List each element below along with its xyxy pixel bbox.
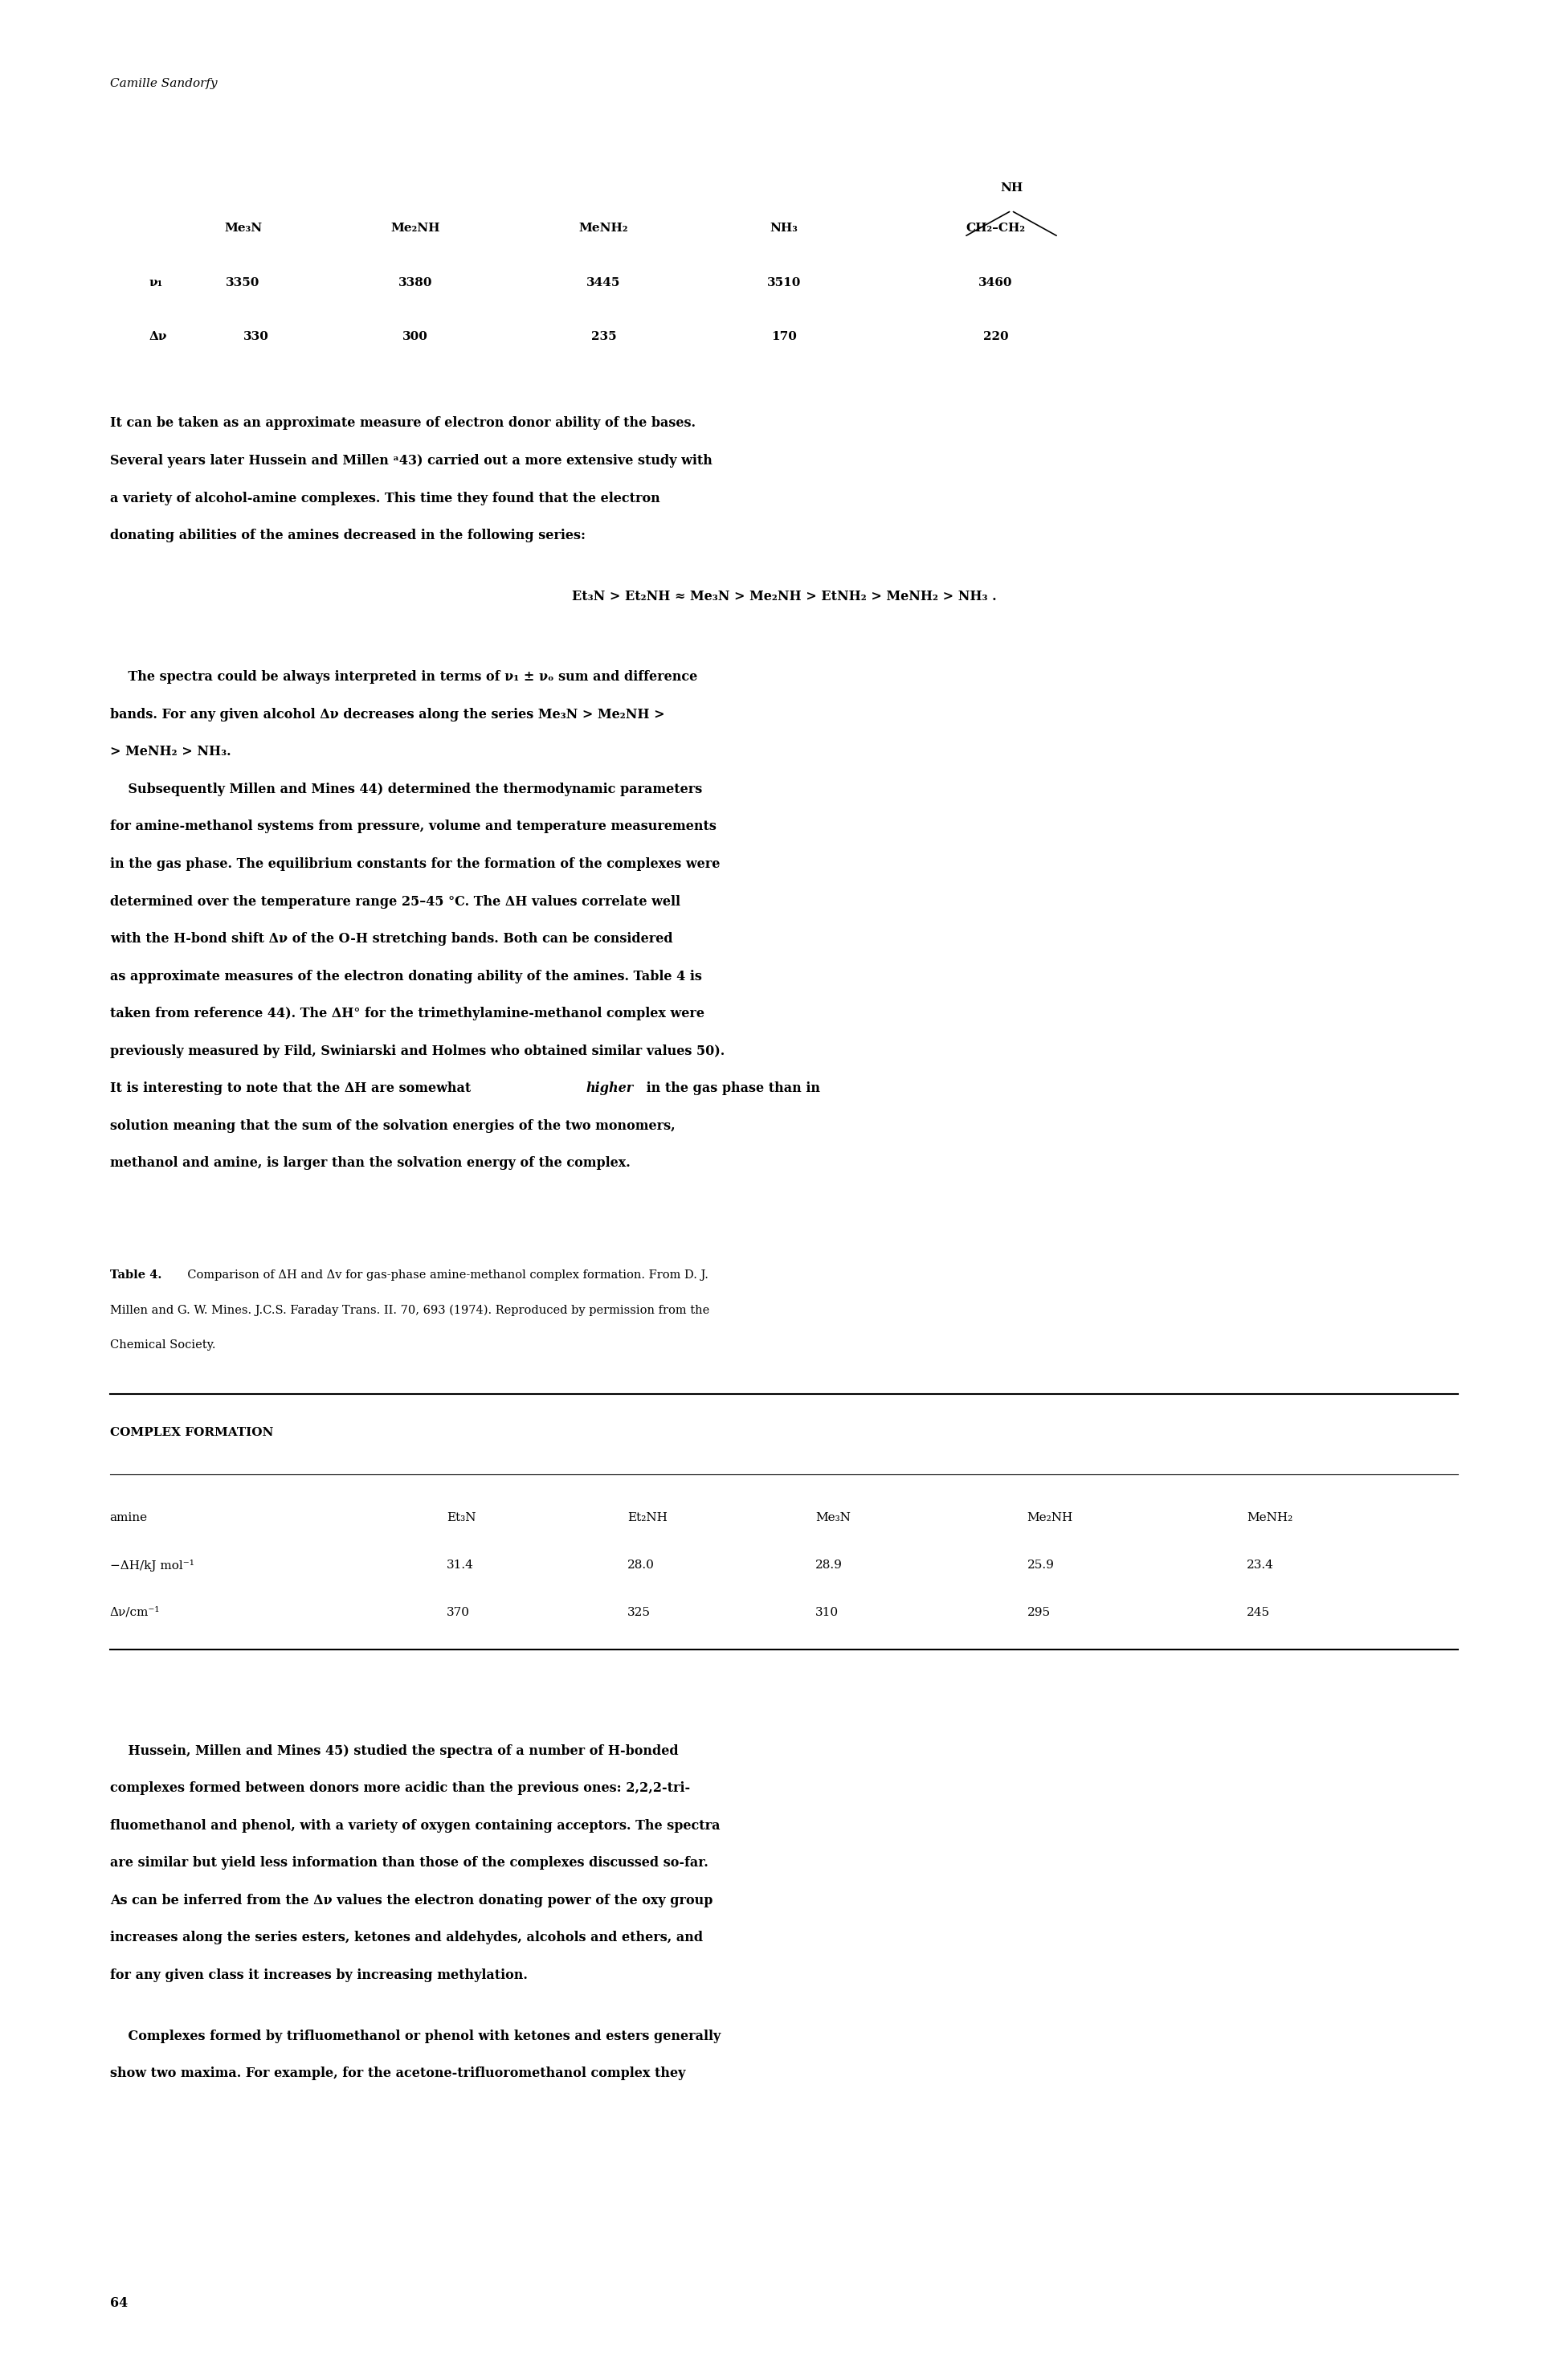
Text: Me₂NH: Me₂NH bbox=[390, 222, 441, 234]
Text: for any given class it increases by increasing methylation.: for any given class it increases by incr… bbox=[110, 1969, 527, 1981]
Text: 300: 300 bbox=[403, 331, 428, 343]
Text: COMPLEX FORMATION: COMPLEX FORMATION bbox=[110, 1427, 273, 1439]
Text: 3380: 3380 bbox=[398, 277, 433, 289]
Text: It is interesting to note that the ΔH are somewhat: It is interesting to note that the ΔH ar… bbox=[110, 1082, 475, 1096]
Text: solution meaning that the sum of the solvation energies of the two monomers,: solution meaning that the sum of the sol… bbox=[110, 1120, 674, 1134]
Text: 25.9: 25.9 bbox=[1027, 1560, 1054, 1572]
Text: Millen and G. W. Mines. J.C.S. Faraday Trans. II. 70, 693 (1974). Reproduced by : Millen and G. W. Mines. J.C.S. Faraday T… bbox=[110, 1304, 709, 1316]
Text: in the gas phase. The equilibrium constants for the formation of the complexes w: in the gas phase. The equilibrium consta… bbox=[110, 857, 720, 871]
Text: 3350: 3350 bbox=[226, 277, 260, 289]
Text: in the gas phase than in: in the gas phase than in bbox=[641, 1082, 820, 1096]
Text: Comparison of ΔH and Δv for gas-phase amine-methanol complex formation. From D. : Comparison of ΔH and Δv for gas-phase am… bbox=[180, 1269, 709, 1281]
Text: complexes formed between donors more acidic than the previous ones: 2,2,2-tri-: complexes formed between donors more aci… bbox=[110, 1782, 690, 1794]
Text: Chemical Society.: Chemical Society. bbox=[110, 1340, 215, 1352]
Text: 245: 245 bbox=[1247, 1607, 1270, 1619]
Text: It can be taken as an approximate measure of electron donor ability of the bases: It can be taken as an approximate measur… bbox=[110, 417, 695, 431]
Text: 23.4: 23.4 bbox=[1247, 1560, 1273, 1572]
Text: with the H-bond shift Δν of the O-H stretching bands. Both can be considered: with the H-bond shift Δν of the O-H stre… bbox=[110, 933, 673, 947]
Text: determined over the temperature range 25–45 °C. The ΔH values correlate well: determined over the temperature range 25… bbox=[110, 895, 681, 909]
Text: Et₃N > Et₂NH ≈ Me₃N > Me₂NH > EtNH₂ > MeNH₂ > NH₃ .: Et₃N > Et₂NH ≈ Me₃N > Me₂NH > EtNH₂ > Me… bbox=[572, 589, 996, 604]
Text: 295: 295 bbox=[1027, 1607, 1051, 1619]
Text: Δν: Δν bbox=[149, 331, 168, 343]
Text: Et₃N: Et₃N bbox=[447, 1513, 477, 1524]
Text: amine: amine bbox=[110, 1513, 147, 1524]
Text: are similar but yield less information than those of the complexes discussed so-: are similar but yield less information t… bbox=[110, 1856, 709, 1870]
Text: donating abilities of the amines decreased in the following series:: donating abilities of the amines decreas… bbox=[110, 528, 585, 542]
Text: CH₂–CH₂: CH₂–CH₂ bbox=[966, 222, 1025, 234]
Text: for amine-methanol systems from pressure, volume and temperature measurements: for amine-methanol systems from pressure… bbox=[110, 819, 717, 833]
Text: 64: 64 bbox=[110, 2296, 127, 2310]
Text: Subsequently Millen and Mines 44) determined the thermodynamic parameters: Subsequently Millen and Mines 44) determ… bbox=[110, 783, 702, 795]
Text: 325: 325 bbox=[627, 1607, 651, 1619]
Text: 330: 330 bbox=[243, 331, 268, 343]
Text: Δν/cm⁻¹: Δν/cm⁻¹ bbox=[110, 1607, 160, 1619]
Text: 3445: 3445 bbox=[586, 277, 621, 289]
Text: 220: 220 bbox=[983, 331, 1008, 343]
Text: ν₁: ν₁ bbox=[149, 277, 163, 289]
Text: 310: 310 bbox=[815, 1607, 839, 1619]
Text: as approximate measures of the electron donating ability of the amines. Table 4 : as approximate measures of the electron … bbox=[110, 970, 701, 982]
Text: > MeNH₂ > NH₃.: > MeNH₂ > NH₃. bbox=[110, 746, 230, 760]
Text: 31.4: 31.4 bbox=[447, 1560, 474, 1572]
Text: 235: 235 bbox=[591, 331, 616, 343]
Text: taken from reference 44). The ΔH° for the trimethylamine-methanol complex were: taken from reference 44). The ΔH° for th… bbox=[110, 1006, 704, 1020]
Text: 370: 370 bbox=[447, 1607, 470, 1619]
Text: NH: NH bbox=[1000, 182, 1022, 194]
Text: fluomethanol and phenol, with a variety of oxygen containing acceptors. The spec: fluomethanol and phenol, with a variety … bbox=[110, 1818, 720, 1832]
Text: Hussein, Millen and Mines 45) studied the spectra of a number of H-bonded: Hussein, Millen and Mines 45) studied th… bbox=[110, 1744, 679, 1759]
Text: Complexes formed by trifluomethanol or phenol with ketones and esters generally: Complexes formed by trifluomethanol or p… bbox=[110, 2029, 720, 2043]
Text: methanol and amine, is larger than the solvation energy of the complex.: methanol and amine, is larger than the s… bbox=[110, 1157, 630, 1169]
Text: a variety of alcohol-amine complexes. This time they found that the electron: a variety of alcohol-amine complexes. Th… bbox=[110, 492, 660, 504]
Text: higher: higher bbox=[585, 1082, 633, 1096]
Text: Table 4.: Table 4. bbox=[110, 1269, 162, 1281]
Text: 3510: 3510 bbox=[767, 277, 801, 289]
Text: increases along the series esters, ketones and aldehydes, alcohols and ethers, a: increases along the series esters, keton… bbox=[110, 1931, 702, 1946]
Text: Camille Sandorfy: Camille Sandorfy bbox=[110, 78, 216, 90]
Text: NH₃: NH₃ bbox=[770, 222, 798, 234]
Text: 28.0: 28.0 bbox=[627, 1560, 654, 1572]
Text: As can be inferred from the Δν values the electron donating power of the oxy gro: As can be inferred from the Δν values th… bbox=[110, 1894, 712, 1908]
Text: bands. For any given alcohol Δν decreases along the series Me₃N > Me₂NH >: bands. For any given alcohol Δν decrease… bbox=[110, 708, 665, 722]
Text: 28.9: 28.9 bbox=[815, 1560, 842, 1572]
Text: The spectra could be always interpreted in terms of ν₁ ± νₒ sum and difference: The spectra could be always interpreted … bbox=[110, 670, 698, 684]
Text: Me₃N: Me₃N bbox=[815, 1513, 850, 1524]
Text: MeNH₂: MeNH₂ bbox=[579, 222, 629, 234]
Text: 170: 170 bbox=[771, 331, 797, 343]
Text: Several years later Hussein and Millen ᵃ43) carried out a more extensive study w: Several years later Hussein and Millen ᵃ… bbox=[110, 454, 712, 469]
Text: Me₃N: Me₃N bbox=[224, 222, 262, 234]
Text: previously measured by Fild, Swiniarski and Holmes who obtained similar values 5: previously measured by Fild, Swiniarski … bbox=[110, 1044, 724, 1058]
Text: Et₂NH: Et₂NH bbox=[627, 1513, 668, 1524]
Text: 3460: 3460 bbox=[978, 277, 1013, 289]
Text: Me₂NH: Me₂NH bbox=[1027, 1513, 1073, 1524]
Text: −ΔH/kJ mol⁻¹: −ΔH/kJ mol⁻¹ bbox=[110, 1560, 194, 1572]
Text: MeNH₂: MeNH₂ bbox=[1247, 1513, 1292, 1524]
Text: show two maxima. For example, for the acetone-trifluoromethanol complex they: show two maxima. For example, for the ac… bbox=[110, 2066, 685, 2081]
